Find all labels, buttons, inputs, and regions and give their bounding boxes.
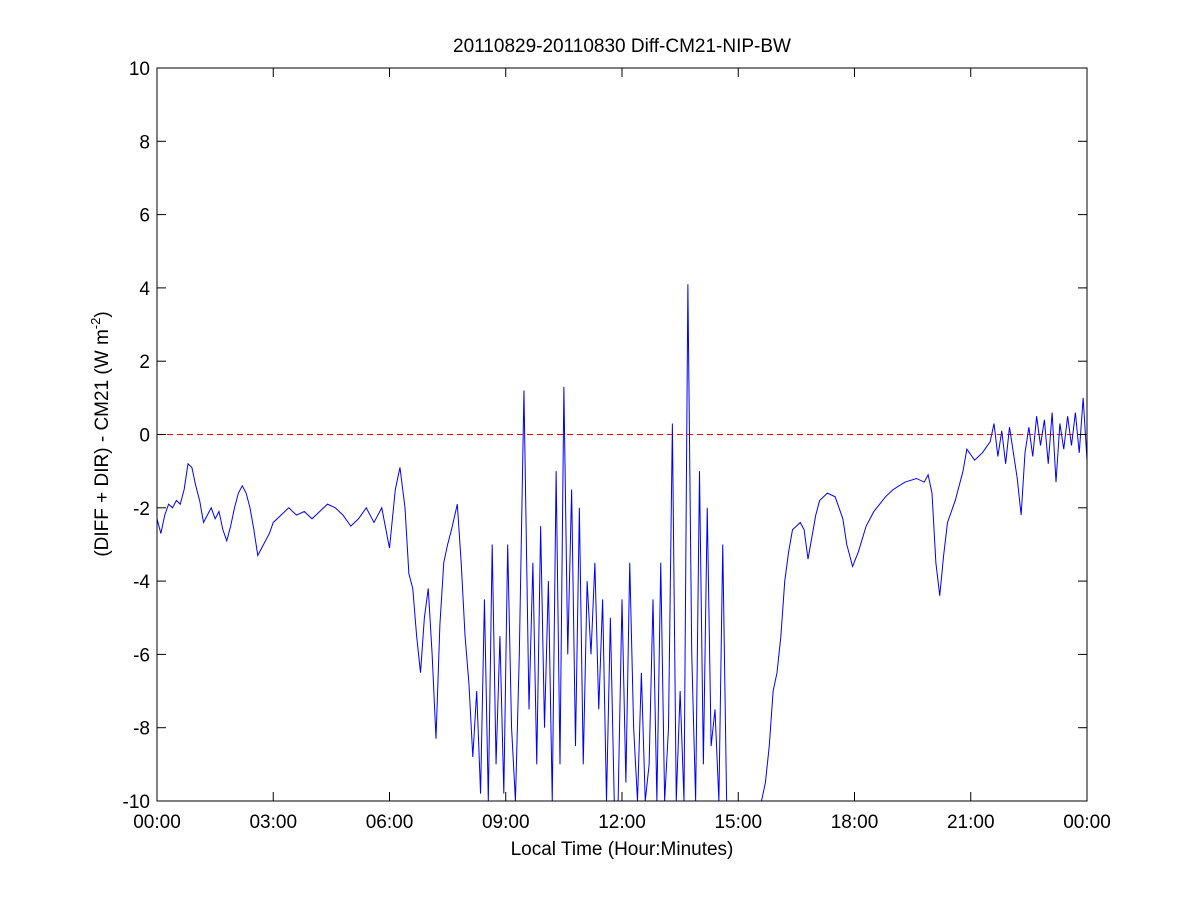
x-tick-label: 12:00 [598,812,646,833]
x-tick-label: 15:00 [714,812,762,833]
x-tick-label: 00:00 [133,812,181,833]
chart-title: 20110829-20110830 Diff-CM21-NIP-BW [453,36,791,57]
y-tick-label: -4 [133,572,150,593]
y-tick-label: 4 [139,279,150,300]
y-tick-label: -6 [133,645,150,666]
x-tick-label: 18:00 [831,812,879,833]
y-tick-label: 10 [129,59,150,80]
x-tick-label: 09:00 [482,812,530,833]
x-tick-label: 21:00 [947,812,995,833]
y-tick-label: -2 [133,499,150,520]
y-tick-label: 8 [139,132,150,153]
y-tick-label: 6 [139,206,150,227]
data-line [157,284,1087,801]
y-axis-label: (DIFF + DIR) - CM21 (W m-2) [88,311,113,556]
x-tick-label: 03:00 [249,812,297,833]
x-tick-label: 06:00 [366,812,414,833]
x-axis-label: Local Time (Hour:Minutes) [511,839,734,860]
y-tick-label: 0 [139,426,150,447]
y-tick-label: -8 [133,719,150,740]
x-tick-label: 00:00 [1063,812,1111,833]
y-tick-label: -10 [123,792,150,813]
y-tick-label: 2 [139,352,150,373]
